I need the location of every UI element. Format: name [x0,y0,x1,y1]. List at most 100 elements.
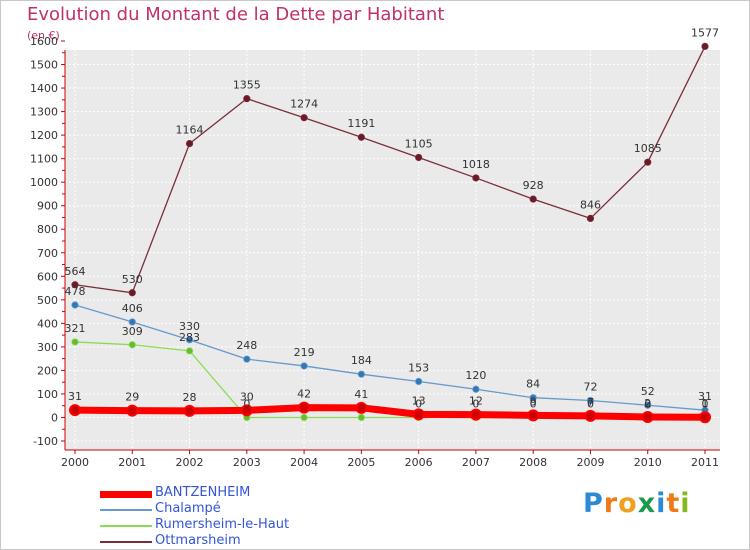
data-label: 29 [125,391,139,404]
data-point [644,401,652,409]
data-label: 219 [294,346,315,359]
data-point [415,377,423,386]
data-label: 1105 [405,137,433,150]
data-point [185,336,194,344]
data-label: 0 [530,397,537,410]
x-tick-label: 2011 [691,456,719,469]
y-tick-label: -100 [33,435,58,448]
x-tick-label: 2002 [176,456,204,469]
data-point [300,362,308,370]
data-point [472,174,480,182]
data-point [183,404,196,417]
data-label: 530 [122,273,143,286]
x-tick-label: 2010 [634,456,662,469]
x-tick-label: 2004 [290,456,318,469]
y-tick-label: 1400 [30,82,58,95]
x-tick-label: 2008 [519,456,547,469]
data-point [586,396,595,405]
data-point [529,195,537,203]
data-label: 1577 [691,26,719,39]
y-tick-label: 1200 [30,129,58,142]
data-point [472,385,480,393]
data-point [300,413,308,422]
data-point [243,95,251,103]
y-tick-label: 600 [37,270,58,283]
legend-label: Chalampé [155,501,221,516]
brand-letter: r [603,488,619,519]
y-tick-label: 800 [37,223,58,236]
y-tick-label: 1600 [30,35,58,48]
legend-swatch [100,491,152,498]
series-line-chalamp- [74,304,706,411]
brand-letter: o [618,488,638,519]
data-label: 1274 [290,98,318,111]
y-tick-label: 1300 [30,106,58,119]
data-label: 9 [530,395,537,408]
y-tick-label: 1500 [30,59,58,72]
chart-title: Evolution du Montant de la Dette par Hab… [27,4,445,25]
brand-letter: x [637,488,657,519]
brand-letter: P [583,488,604,519]
data-label: 42 [297,388,311,401]
legend-swatch [100,525,152,527]
data-label: 0 [587,397,594,410]
data-label: 248 [236,339,257,352]
data-label: 2 [644,397,651,410]
data-point [641,411,654,423]
y-tick-label: 200 [37,364,58,377]
brand-letter: i [680,488,691,519]
data-label: 30 [240,390,254,403]
data-label: 1355 [233,79,261,92]
y-tick-label: 0 [51,411,58,424]
data-point [300,114,308,122]
data-label: 84 [526,378,540,391]
data-point [71,281,79,289]
data-label: 0 [644,397,651,410]
data-label: 1 [702,397,709,410]
data-point [699,411,711,424]
x-tick-label: 2001 [118,456,146,469]
y-tick-label: 100 [37,388,58,401]
legend-label: Rumersheim-le-Haut [155,517,290,532]
data-point [128,318,136,326]
data-point [357,133,365,141]
data-label: 31 [68,390,82,403]
data-point [357,370,365,378]
data-label: 31 [698,390,712,403]
data-point [128,289,136,297]
data-point [355,401,368,414]
x-tick-label: 2000 [61,456,89,469]
data-label: 309 [122,325,143,338]
y-tick-label: 900 [37,200,58,213]
data-point [701,42,709,51]
x-tick-label: 2009 [576,456,604,469]
y-tick-label: 500 [37,294,58,307]
data-point [126,404,139,417]
data-point [412,408,425,421]
data-point [415,153,423,162]
data-label: 184 [351,354,372,367]
data-label: 1018 [462,158,490,171]
data-point [527,409,540,422]
y-tick-label: 400 [37,317,58,330]
data-point [71,338,79,346]
legend-label: Ottmarsheim [155,533,241,548]
data-label: 330 [179,320,200,333]
legend-swatch [100,541,152,543]
data-label: 406 [122,302,143,315]
data-label: 846 [580,198,601,211]
data-label: 478 [65,285,86,298]
x-tick-label: 2005 [347,456,375,469]
data-label: 0 [415,397,422,410]
y-tick-label: 1000 [30,176,58,189]
data-point [185,347,194,355]
brand-letter: t [666,488,681,519]
data-point [240,404,253,417]
plot-area [65,50,720,450]
data-point [69,404,81,417]
data-label: 120 [465,369,486,382]
data-point [584,409,597,422]
x-tick-label: 2003 [233,456,261,469]
data-label: 283 [179,331,200,344]
data-label: 13 [412,394,426,407]
